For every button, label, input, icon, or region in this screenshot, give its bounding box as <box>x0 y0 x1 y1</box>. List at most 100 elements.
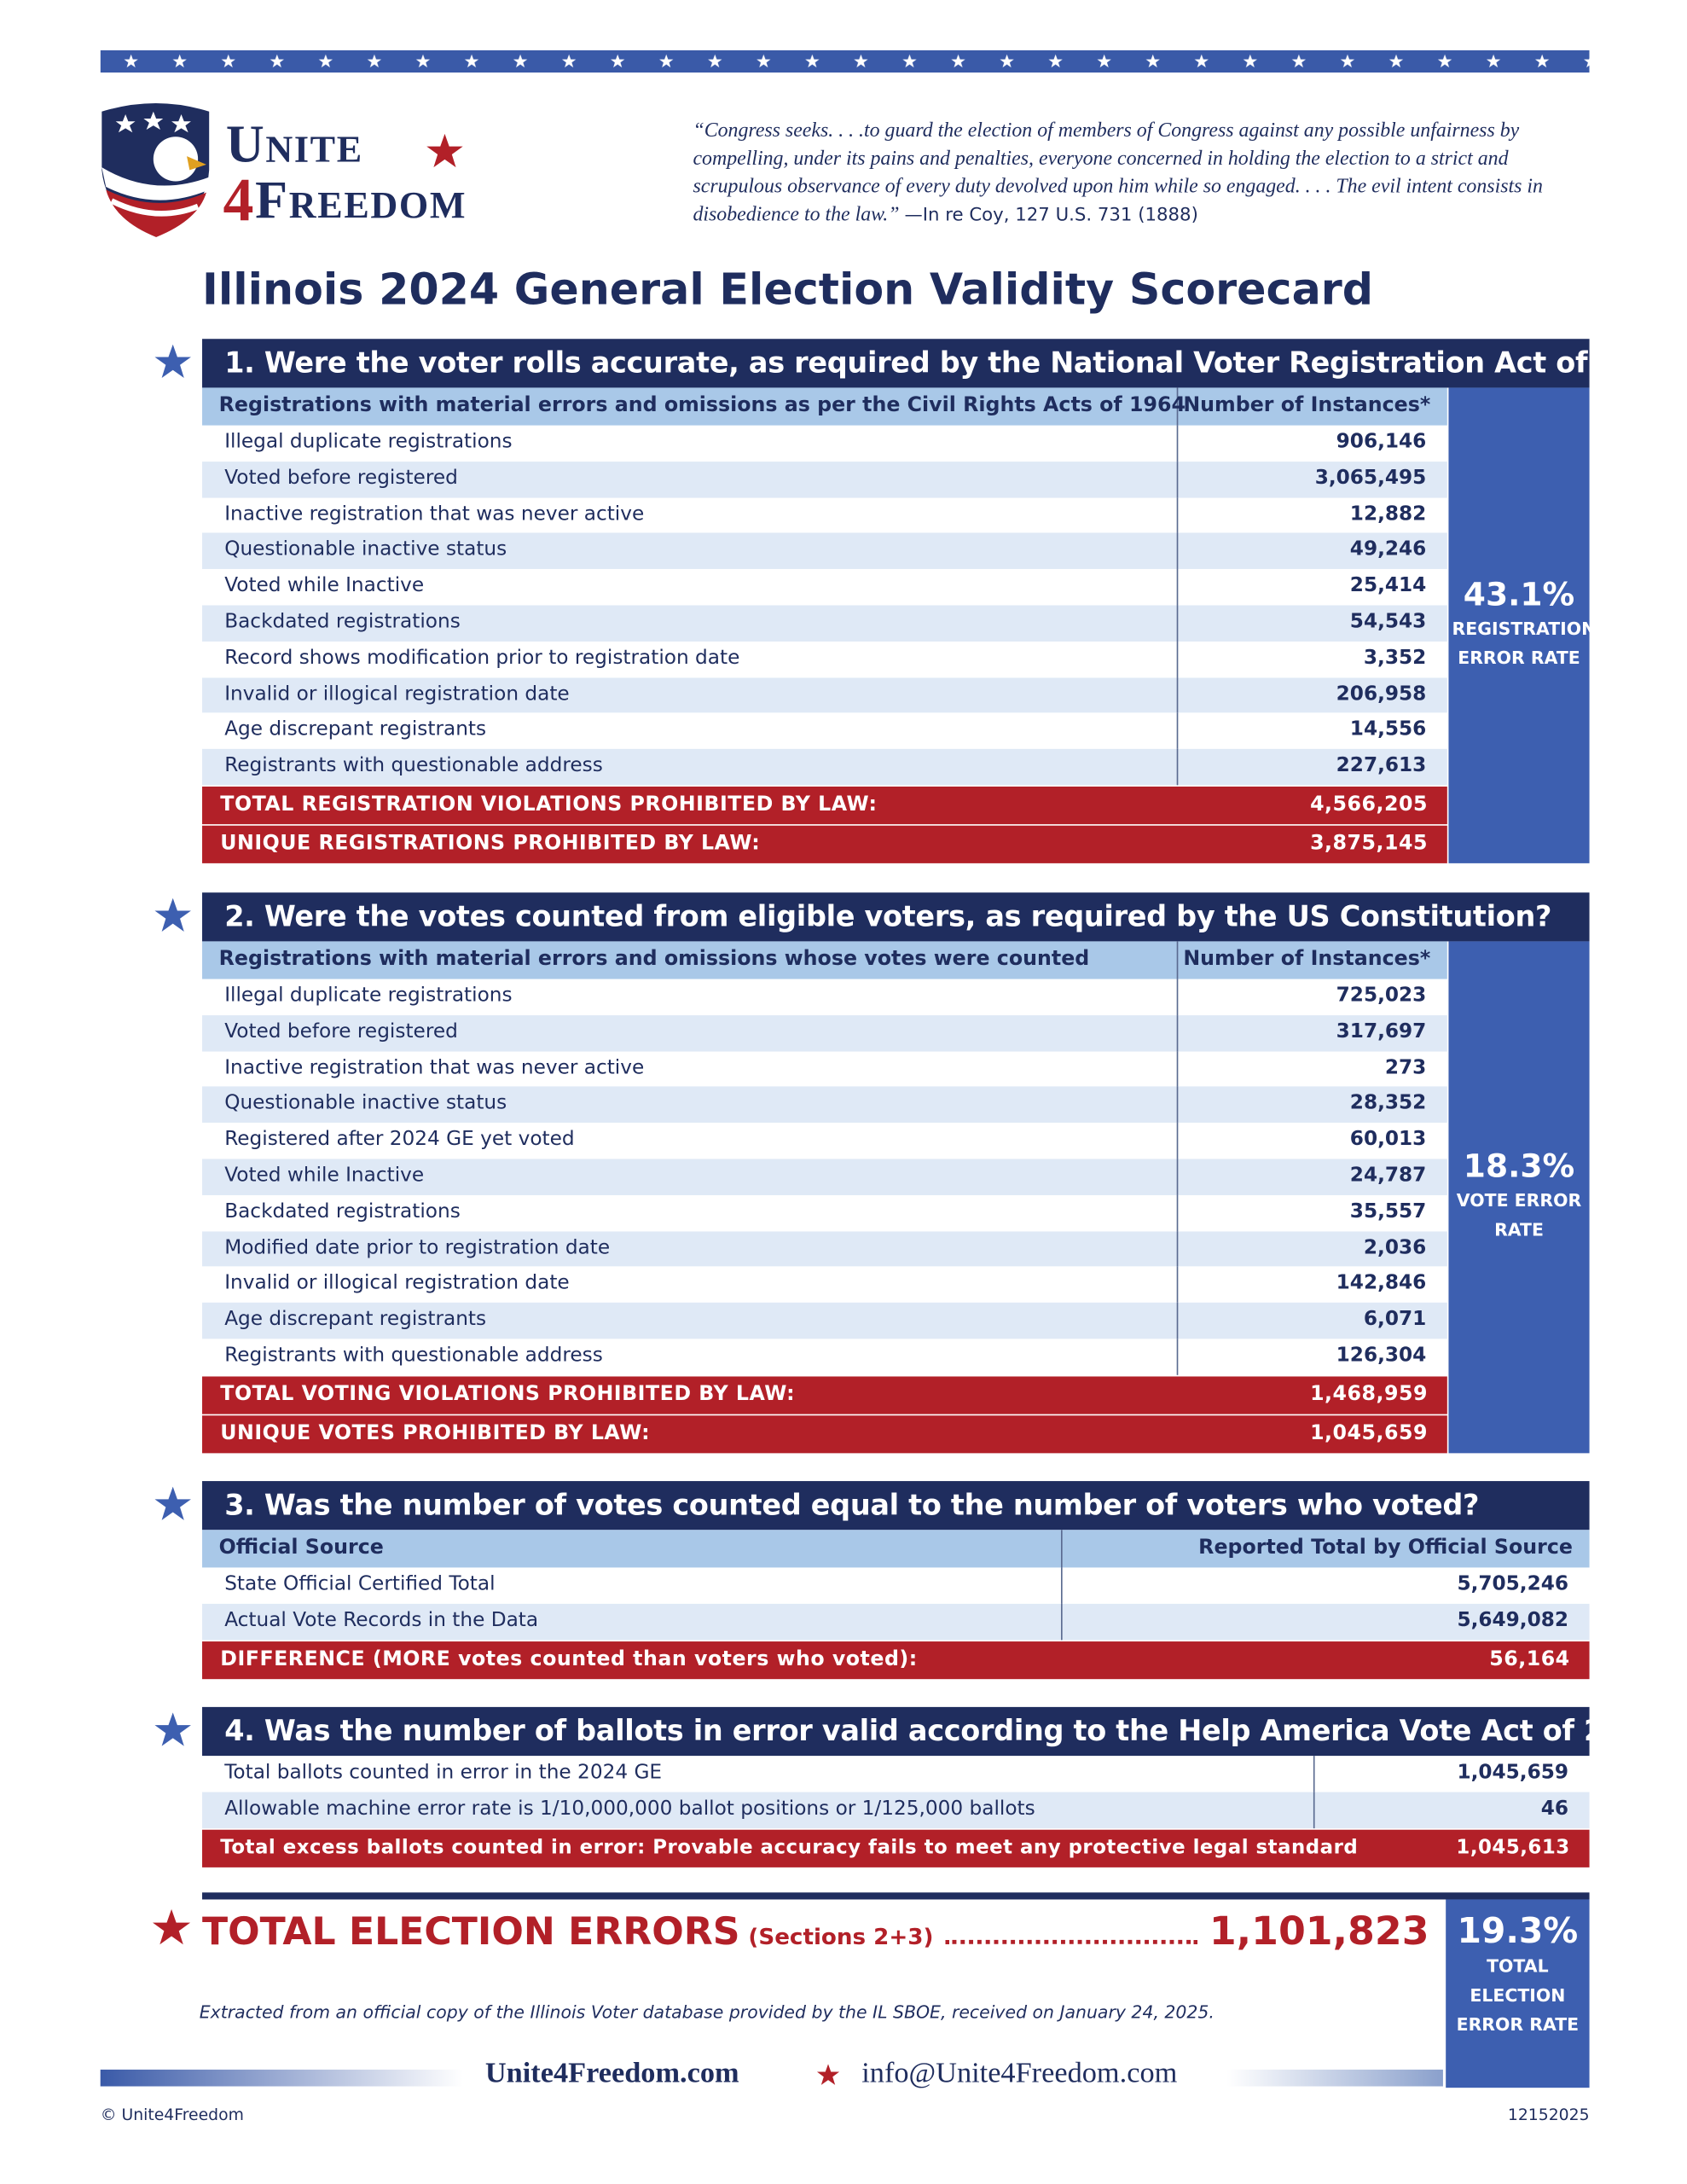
row: Modified date prior to registration date… <box>202 1230 1447 1267</box>
total-label: UNIQUE REGISTRATIONS PROHIBITED BY LAW: <box>220 833 761 856</box>
row: Record shows modification prior to regis… <box>202 641 1447 677</box>
row-label: Illegal duplicate registrations <box>202 979 1179 1015</box>
doc-code: 12152025 <box>1507 2104 1590 2124</box>
row-label: Inactive registration that was never act… <box>202 497 1179 534</box>
section-heading: 3. Was the number of votes counted equal… <box>202 1481 1590 1531</box>
row: Allowable machine error rate is 1/10,000… <box>202 1792 1590 1828</box>
rule <box>202 1892 1590 1900</box>
row: Registered after 2024 GE yet voted 60,013 <box>202 1123 1447 1159</box>
rows: Illegal duplicate registrations 725,023 Vo… <box>202 979 1447 1375</box>
total-value: 1,468,959 <box>1310 1384 1428 1407</box>
rate: 43.1% <box>1463 578 1575 615</box>
section-body: Official Source Reported Total by Officia… <box>202 1530 1590 1679</box>
rows: Illegal duplicate registrations 906,146 Vo… <box>202 425 1447 786</box>
section-body: Registrations with material errors and o… <box>202 941 1590 1453</box>
row-value: 35,557 <box>1349 1200 1427 1223</box>
row-value: 317,697 <box>1336 1020 1427 1043</box>
column-header: Registrations with material errors and o… <box>202 941 1447 979</box>
grand-total-sublabel: (Sections 2+3) <box>748 1923 934 1950</box>
star-bar <box>100 49 1590 73</box>
table: Registrations with material errors and o… <box>202 941 1447 1453</box>
row-value: 3,065,495 <box>1314 467 1427 490</box>
row: State Official Certified Total 5,705,246 <box>202 1567 1590 1604</box>
row-value: 49,246 <box>1349 538 1427 561</box>
column-title: Number of Instances* <box>1183 394 1431 417</box>
total-label: TOTAL REGISTRATION VIOLATIONS PROHIBITED… <box>220 793 878 817</box>
row-value: 6,071 <box>1363 1308 1427 1331</box>
column-title: Number of Instances* <box>1183 948 1431 971</box>
row-label: Questionable inactive status <box>202 533 1179 570</box>
section: 4. Was the number of ballots in error va… <box>202 1706 1678 1867</box>
row-value: 25,414 <box>1349 574 1427 597</box>
table: Registrations with material errors and o… <box>202 387 1447 863</box>
row: Inactive registration that was never act… <box>202 497 1447 534</box>
row-value: 227,613 <box>1336 754 1427 777</box>
row-label: State Official Certified Total <box>202 1567 1063 1604</box>
section-heading: 2. Were the votes counted from eligible … <box>202 892 1590 942</box>
column-title: Reported Total by Official Source <box>1198 1536 1573 1560</box>
row: Age discrepant registrants 6,071 <box>202 1303 1447 1339</box>
total-row: TOTAL VOTING VIOLATIONS PROHIBITED BY LA… <box>202 1376 1447 1414</box>
section-star <box>153 1908 191 1945</box>
row: Voted while Inactive 25,414 <box>202 569 1447 606</box>
section-body: Total ballots counted in error in the 20… <box>202 1756 1590 1867</box>
rate-box: 18.3% VOTE ERROR RATE <box>1448 941 1590 1453</box>
row-label: Voted while Inactive <box>202 569 1179 606</box>
grand-total-value: 1,101,823 <box>1209 1908 1429 1955</box>
total-rate-box: 19.3% TOTAL ELECTION ERROR RATE <box>1446 1899 1590 2088</box>
brand-line2: 4 Freedom <box>223 170 467 231</box>
row: Inactive registration that was never act… <box>202 1050 1447 1088</box>
table: Official Source Reported Total by Officia… <box>202 1530 1590 1679</box>
total-value: 1,045,659 <box>1310 1422 1428 1445</box>
rate: 18.3% <box>1463 1149 1575 1187</box>
row: Voted while Inactive 24,787 <box>202 1159 1447 1195</box>
brand-star <box>426 133 463 168</box>
row-value: 273 <box>1384 1056 1427 1079</box>
row-value: 206,958 <box>1336 682 1427 706</box>
row-value: 46 <box>1540 1797 1569 1820</box>
row-label: Registrants with questionable address <box>202 1339 1179 1375</box>
total-label: DIFFERENCE (MORE votes counted than vote… <box>220 1648 918 1671</box>
row: Backdated registrations 54,543 <box>202 605 1447 642</box>
row-value: 2,036 <box>1363 1236 1427 1259</box>
row: Voted before registered 3,065,495 <box>202 461 1447 497</box>
row: Invalid or illogical registration date 14… <box>202 1266 1447 1304</box>
row-label: Total ballots counted in error in the 20… <box>202 1756 1315 1792</box>
total-label: Total excess ballots counted in error: P… <box>220 1837 1359 1860</box>
total-rate-label: TOTAL ELECTION ERROR RATE <box>1456 1955 1580 2036</box>
total-row: DIFFERENCE (MORE votes counted than vote… <box>202 1641 1590 1679</box>
row-label: Age discrepant registrants <box>202 712 1179 750</box>
total-row: UNIQUE REGISTRATIONS PROHIBITED BY LAW: 3… <box>202 826 1447 863</box>
row-label: Age discrepant registrants <box>202 1303 1179 1339</box>
total-rate: 19.3% <box>1457 1910 1579 1951</box>
row-value: 28,352 <box>1349 1092 1427 1115</box>
row-value: 142,846 <box>1336 1272 1427 1295</box>
row-label: Invalid or illogical registration date <box>202 1266 1179 1304</box>
total-value: 4,566,205 <box>1310 793 1428 817</box>
row-value: 906,146 <box>1336 431 1427 454</box>
total-value: 1,045,613 <box>1456 1837 1570 1860</box>
total-value: 56,164 <box>1489 1648 1570 1671</box>
row: Total ballots counted in error in the 20… <box>202 1756 1590 1792</box>
rows: State Official Certified Total 5,705,246 A… <box>202 1567 1590 1640</box>
total-label: TOTAL VOTING VIOLATIONS PROHIBITED BY LA… <box>220 1384 796 1407</box>
row-label: Inactive registration that was never act… <box>202 1050 1179 1088</box>
section-star <box>154 1712 191 1746</box>
row-value: 60,013 <box>1349 1128 1427 1151</box>
row: Voted before registered 317,697 <box>202 1014 1447 1051</box>
email: info@Unite4Freedom.com <box>861 2055 1178 2089</box>
row-label: Voted before registered <box>202 1014 1179 1051</box>
title: Illinois 2024 General Election Validity … <box>202 264 1374 316</box>
row: Invalid or illogical registration date 20… <box>202 677 1447 713</box>
column-title: Registrations with material errors and o… <box>202 941 1179 979</box>
table: Total ballots counted in error in the 20… <box>202 1756 1590 1867</box>
rate-label: REGISTRATION ERROR RATE <box>1452 618 1597 669</box>
citation: —In re Coy, 127 U.S. 731 (1888) <box>904 205 1198 226</box>
total-row: UNIQUE VOTES PROHIBITED BY LAW: 1,045,659 <box>202 1415 1447 1453</box>
row-value: 126,304 <box>1336 1344 1427 1367</box>
row-label: Backdated registrations <box>202 605 1179 642</box>
total-value: 3,875,145 <box>1310 833 1428 856</box>
